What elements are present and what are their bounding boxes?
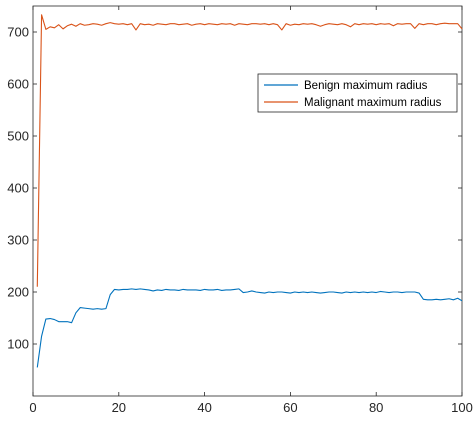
y-tick-label: 300: [7, 233, 29, 248]
y-tick-label: 200: [7, 285, 29, 300]
y-tick-label: 100: [7, 337, 29, 352]
x-tick-label: 80: [369, 400, 383, 415]
legend-label-benign: Benign maximum radius: [304, 80, 428, 92]
x-tick-label: 20: [112, 400, 126, 415]
x-tick-label: 0: [29, 400, 36, 415]
y-tick-label: 500: [7, 129, 29, 144]
x-tick-label: 100: [451, 400, 473, 415]
legend-label-malignant: Malignant maximum radius: [304, 97, 442, 109]
series-line-malignant: [36, 14, 463, 287]
x-tick-label: 40: [197, 400, 211, 415]
legend-box: [257, 73, 458, 113]
x-tick-label: 60: [283, 400, 297, 415]
plot-area-frame: [32, 5, 463, 397]
series-line-benign: [36, 288, 463, 368]
y-tick-label: 700: [7, 25, 29, 40]
y-tick-label: 400: [7, 181, 29, 196]
y-tick-label: 600: [7, 77, 29, 92]
